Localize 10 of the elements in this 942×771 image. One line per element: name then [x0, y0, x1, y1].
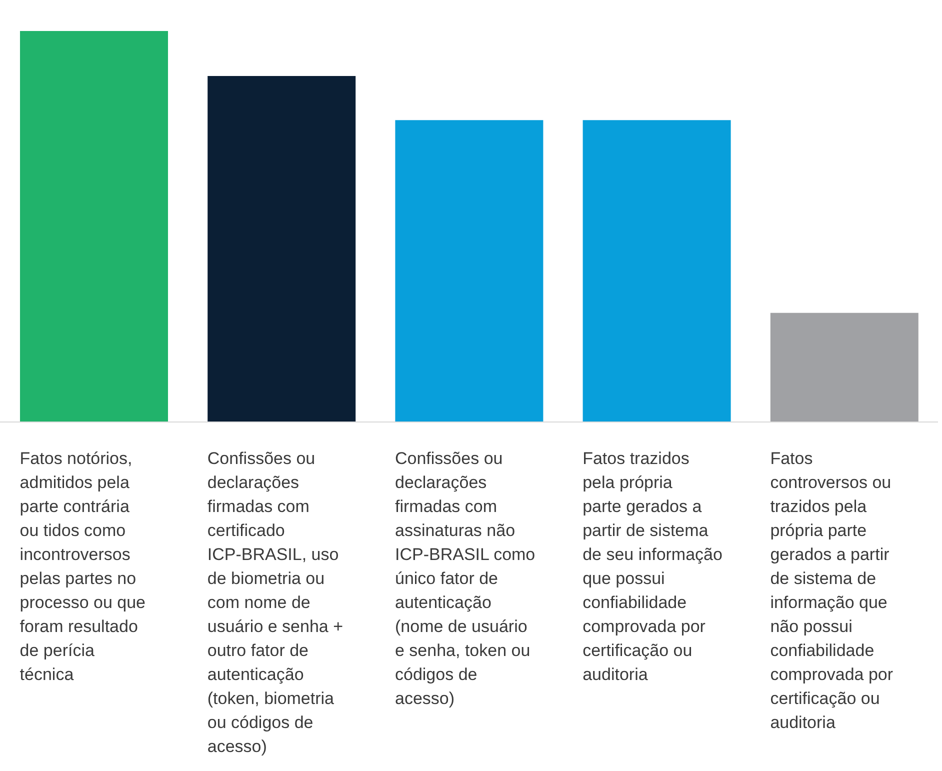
bar — [395, 120, 544, 422]
bar — [770, 312, 918, 422]
category-label: Fatos controversos ou trazidos pela própria parte gerados a partir de sistema de informação que não possui confiabilidade comprovada por certificação ou auditoria — [770, 449, 894, 732]
category-label: Fatos notórios, admitidos pela parte contrária ou tidos como incontroversos pelas partes no processo ou que foram resultado de perícia técnica — [20, 449, 146, 684]
bar — [208, 76, 356, 422]
category-label: Fatos trazidos pela própria parte gerados a partir de sistema de seu informação que possui confiabilidade comprovada por certificação ou auditoria — [582, 449, 722, 684]
bar — [20, 31, 168, 422]
category-label: Confissões ou declarações firmadas com certificado ICP-BRASIL, uso de biometria ou com nome de usuário e senha + outro fator de autenticação (token, biometria ou códigos de acesso) — [207, 449, 344, 756]
category-label: Confissões ou declarações firmadas com assinaturas não ICP-BRASIL como único fator de autenticação (nome de usuário e senha, token ou códigos de acesso) — [395, 449, 536, 708]
bar — [582, 120, 731, 422]
